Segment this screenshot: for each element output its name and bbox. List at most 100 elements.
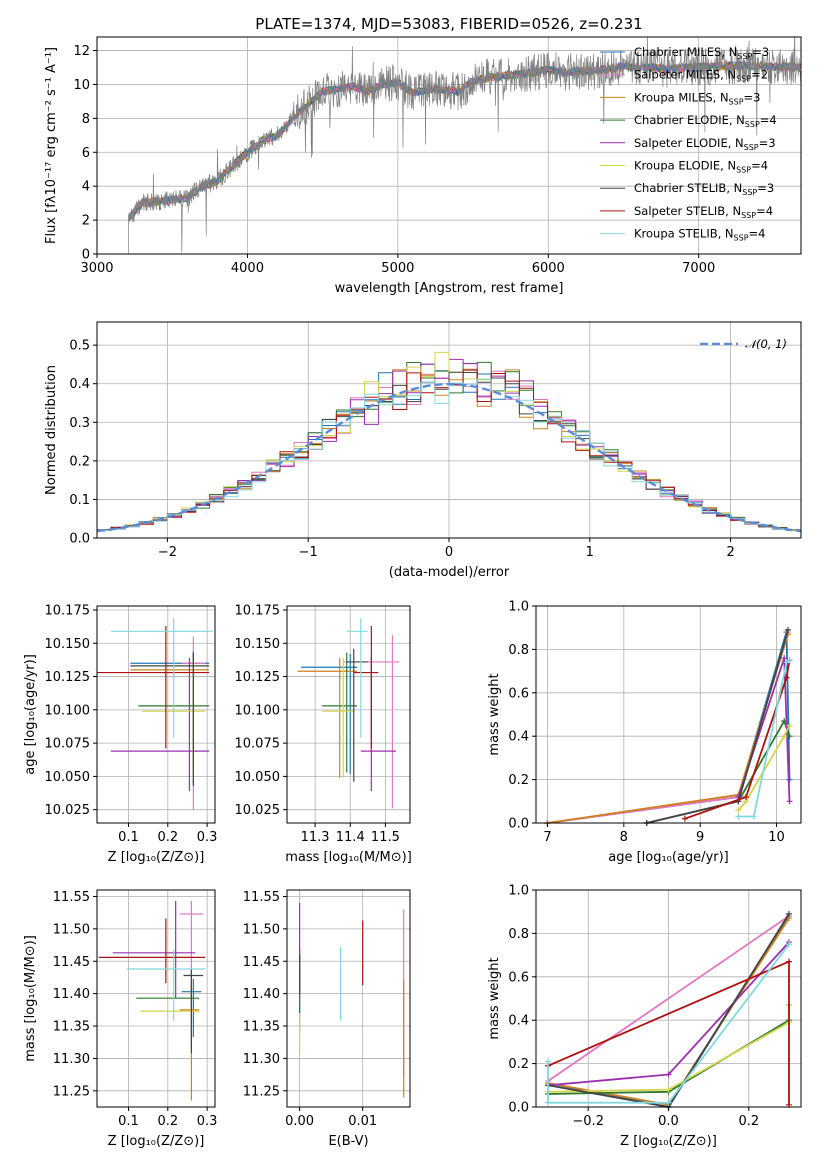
series-marker — [783, 674, 790, 681]
series-lines — [544, 626, 793, 826]
x-tick-label: 0.1 — [118, 830, 139, 845]
series-marker — [785, 958, 792, 965]
legend-label: Kroupa STELIB, NSSP=4 — [634, 227, 765, 243]
error-bar — [322, 652, 358, 773]
legend-label: Chabrier STELIB, NSSP=3 — [634, 181, 774, 197]
y-tick-label: 10.050 — [235, 770, 281, 785]
series — [643, 718, 793, 826]
error-bar — [322, 657, 354, 778]
legend-suffix: =4 — [751, 159, 768, 173]
x-tick-label: −2 — [158, 545, 177, 560]
x-tick-label: 0.1 — [118, 1114, 139, 1129]
legend-label: Chabrier ELODIE, NSSP=4 — [634, 113, 777, 129]
histogram-step — [97, 378, 801, 532]
x-axis-label: Z [log₁₀(Z/Z⊙)] — [108, 1134, 205, 1149]
y-tick-label: 10.050 — [45, 770, 91, 785]
y-tick-label: 11.30 — [53, 1052, 90, 1067]
y-tick-label: 0.0 — [508, 1101, 529, 1116]
series-line — [646, 629, 789, 824]
legend-label: Kroupa MILES, NSSP=3 — [634, 90, 760, 106]
x-tick-label: −1 — [299, 545, 318, 560]
y-tick-label: 8 — [82, 112, 90, 127]
series-marker — [743, 793, 750, 800]
legend-subscript: SSP — [741, 211, 756, 220]
error-bar — [112, 901, 196, 999]
x-tick-label: 7 — [543, 830, 551, 845]
y-tick-label: 10 — [73, 78, 90, 93]
normal-curve — [96, 382, 802, 533]
series — [735, 722, 793, 813]
error-bar — [140, 991, 200, 1050]
y-tick-label: 11.40 — [243, 987, 280, 1002]
series-line — [547, 915, 790, 1082]
legend-suffix: =3 — [752, 45, 769, 59]
legend-suffix: =4 — [749, 227, 766, 241]
y-tick-label: 0.2 — [508, 773, 529, 788]
y-tick-label: 11.40 — [53, 987, 90, 1002]
series-marker — [665, 1086, 672, 1093]
error-bar — [301, 653, 358, 774]
error-bars — [98, 901, 206, 1101]
error-bar — [126, 949, 206, 1021]
grid — [97, 890, 215, 1107]
series-marker — [785, 941, 792, 948]
x-axis-label: age [log₁₀(age/yr)] — [608, 850, 729, 865]
series — [544, 629, 793, 826]
y-tick-label: 0.1 — [69, 493, 90, 508]
legend-label: 𝒩(0, 1) — [745, 337, 787, 351]
series-marker — [781, 655, 788, 662]
y-tick-label: 11.30 — [243, 1052, 280, 1067]
y-tick-label: 4 — [82, 180, 90, 195]
series-marker — [665, 1099, 672, 1106]
legend-subscript: SSP — [736, 166, 751, 175]
legend-label: Salpeter STELIB, NSSP=4 — [634, 204, 773, 220]
y-tick-label: 11.45 — [243, 955, 280, 970]
legend-label: Salpeter MILES, NSSP=2 — [634, 68, 768, 84]
series — [544, 629, 792, 826]
y-tick-label: 10.025 — [45, 803, 91, 818]
x-tick-label: 11.4 — [336, 830, 365, 845]
x-axis-label: Z [log₁₀(Z/Z⊙)] — [108, 850, 205, 865]
model-spectra — [128, 37, 801, 254]
axes-frame — [535, 605, 802, 824]
y-tick-label: 11.50 — [243, 922, 280, 937]
x-tick-label: 2 — [726, 545, 734, 560]
y-tick-label: 0.3 — [69, 416, 90, 431]
residuals-panel: 𝒩(0, 1) −2 −1 0 1 2 0.0 0.1 0.2 0.3 0.4 0.5 (data-mo… — [44, 321, 802, 580]
y-tick-label: 1.0 — [508, 884, 529, 899]
age-vs-mass-panel: 11.3 11.4 11.5 10.025 10.050 10.075 10.100 10.1… — [235, 603, 412, 865]
series-marker — [786, 657, 793, 664]
series-marker — [735, 813, 742, 820]
legend-subscript: SSP — [737, 52, 752, 61]
x-tick-label: 11.3 — [301, 830, 330, 845]
y-tick-label: 0.0 — [508, 817, 529, 832]
y-tick-label: 0.2 — [69, 454, 90, 469]
y-tick-label: 0.2 — [508, 1057, 529, 1072]
series — [681, 657, 793, 822]
y-axis-label: mass [log₁₀(M/M⊙)] — [23, 935, 38, 1062]
legend-suffix: =2 — [751, 68, 768, 82]
y-tick-label: 2 — [82, 214, 90, 229]
series-marker — [545, 1099, 552, 1106]
x-tick-label: 9 — [696, 830, 704, 845]
mass-vs-metallicity-panel: 0.1 0.2 0.3 11.25 11.30 11.35 11.40 11.45 11.50 1… — [23, 889, 217, 1149]
y-tick-label: 11.25 — [243, 1084, 280, 1099]
grid — [536, 605, 801, 824]
y-axis-label: Normed distribution — [44, 365, 59, 495]
y-tick-label: 11.35 — [243, 1020, 280, 1035]
series — [544, 631, 792, 826]
series-marker — [781, 733, 788, 740]
error-bar — [346, 617, 368, 738]
x-tick-label: 7000 — [682, 261, 715, 276]
y-tick-label: 10.100 — [45, 703, 91, 718]
series — [545, 941, 792, 1106]
x-tick-label: 3000 — [80, 261, 113, 276]
x-axis-label: Z [log₁₀(Z/Z⊙)] — [620, 1134, 717, 1149]
y-tick-label: 0.8 — [508, 643, 529, 658]
series-line — [684, 660, 791, 820]
error-bar — [130, 656, 210, 777]
mass-vs-ebv-panel: 0.00 0.01 11.25 11.30 11.35 11.40 11.45 11.50 11… — [243, 889, 411, 1149]
grid — [97, 606, 215, 823]
series-marker — [786, 722, 793, 729]
series-lines — [545, 910, 792, 1110]
